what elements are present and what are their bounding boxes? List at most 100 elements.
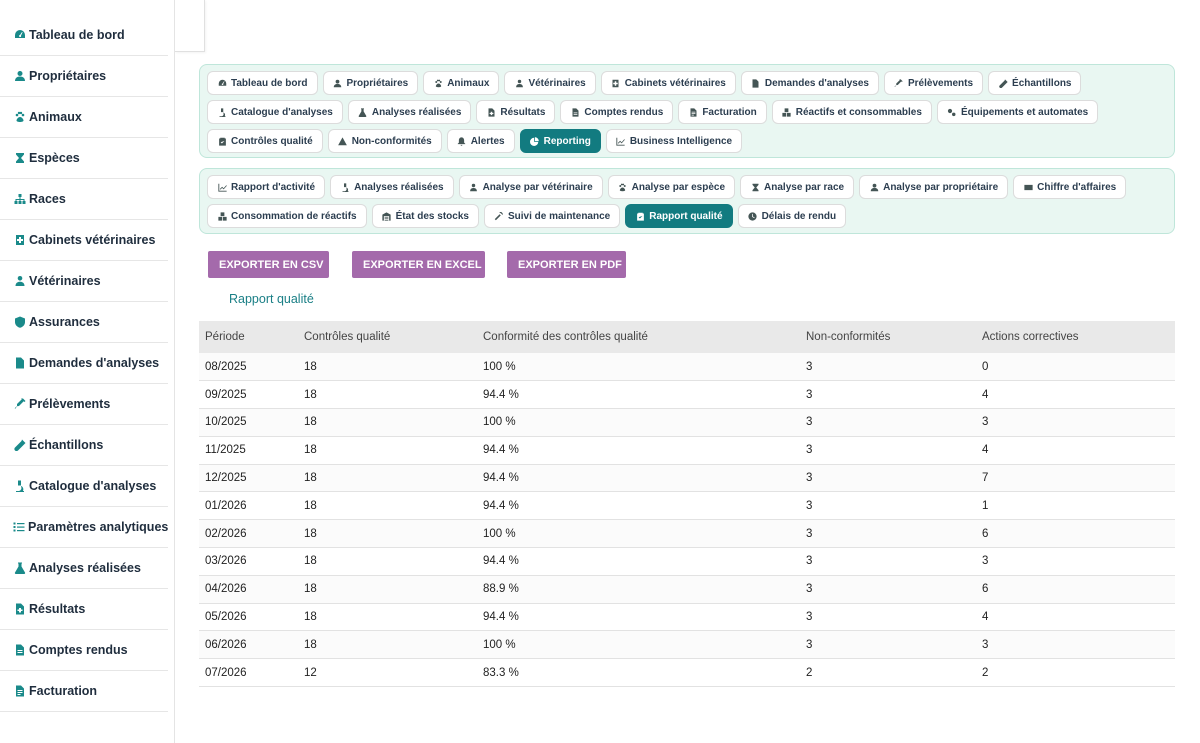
table-row: 12/2025 18 94.4 % 3 7 — [199, 464, 1175, 493]
tab-catalogue-d-analyses[interactable]: Catalogue d'analyses — [207, 100, 343, 124]
nav-label: Chiffre d'affaires — [1037, 181, 1117, 193]
column-header-periode[interactable]: Période — [199, 321, 298, 353]
file-medical-icon — [486, 107, 496, 117]
export-pdf-button[interactable]: EXPORTER EN PDF — [507, 251, 626, 278]
microscope-icon — [340, 182, 350, 192]
tab-echantillons[interactable]: Échantillons — [988, 71, 1082, 95]
sidebar-item-label: Animaux — [29, 110, 82, 124]
sidebar-item-label: Comptes rendus — [29, 643, 128, 657]
tab-animaux[interactable]: Animaux — [423, 71, 500, 95]
hourglass-icon — [750, 182, 760, 192]
microscope-icon — [13, 480, 26, 493]
sidebar-item-label: Catalogue d'analyses — [29, 479, 157, 493]
column-header-actions-correctives[interactable]: Actions correctives — [976, 321, 1175, 353]
nav-label: Catalogue d'analyses — [231, 106, 333, 118]
sidebar-item-especes[interactable]: Espèces — [0, 138, 168, 179]
sidebar-item-label: Demandes d'analyses — [29, 356, 160, 370]
table-cell: 3 — [800, 630, 976, 660]
subtab-chiffre-d-affaires[interactable]: Chiffre d'affaires — [1013, 175, 1127, 199]
sidebar-item-analyses-realisees[interactable]: Analyses réalisées — [0, 548, 168, 589]
sidebar-item-veterinaires[interactable]: Vétérinaires — [0, 261, 168, 302]
tab-business-intelligence[interactable]: Business Intelligence — [605, 129, 743, 153]
subtab-analyses-realisees[interactable]: Analyses réalisées — [330, 175, 454, 199]
table-cell: 100 % — [477, 353, 800, 382]
nav-label: Demandes d'analyses — [764, 77, 869, 89]
sidebar-item-facturation[interactable]: Facturation — [0, 671, 168, 712]
tab-non-conformites[interactable]: Non-conformités — [327, 129, 442, 153]
clinic-icon — [611, 78, 621, 88]
subtab-rapport-d-activite[interactable]: Rapport d'activité — [207, 175, 326, 199]
tab-equipements-et-automates[interactable]: Équipements et automates — [936, 100, 1099, 124]
nav-label: Animaux — [447, 77, 490, 89]
sidebar-item-comptes-rendus[interactable]: Comptes rendus — [0, 630, 168, 671]
table-cell: 94.4 % — [477, 436, 800, 465]
sidebar-item-echantillons[interactable]: Échantillons — [0, 425, 168, 466]
export-csv-button[interactable]: EXPORTER EN CSV — [208, 251, 329, 278]
subtab-rapport-qualite[interactable]: Rapport qualité — [625, 204, 733, 228]
sidebar-item-proprietaires[interactable]: Propriétaires — [0, 56, 168, 97]
tab-analyses-realisees[interactable]: Analyses réalisées — [347, 100, 472, 124]
table-cell: 03/2026 — [199, 547, 298, 576]
export-excel-label: EXPORTER EN EXCEL — [363, 258, 482, 271]
sidebar-item-races[interactable]: Races — [0, 179, 168, 220]
clinic-icon — [13, 234, 26, 247]
sidebar-item-catalogue-d-analyses[interactable]: Catalogue d'analyses — [0, 466, 168, 507]
file-icon — [751, 78, 761, 88]
tab-controles-qualite[interactable]: Contrôles qualité — [207, 129, 323, 153]
table-cell: 94.4 % — [477, 464, 800, 493]
sidebar-item-label: Analyses réalisées — [29, 561, 141, 575]
sidebar-item-prelevements[interactable]: Prélèvements — [0, 384, 168, 425]
subtab-suivi-de-maintenance[interactable]: Suivi de maintenance — [483, 204, 621, 228]
tab-facturation[interactable]: Facturation — [678, 100, 767, 124]
sidebar-item-label: Espèces — [29, 151, 80, 165]
table-cell: 4 — [976, 380, 1175, 410]
column-header-conformite-des-controles-qualite[interactable]: Conformité des contrôles qualité — [477, 321, 800, 353]
tab-alertes[interactable]: Alertes — [446, 129, 515, 153]
column-header-controles-qualite[interactable]: Contrôles qualité — [298, 321, 477, 353]
sidebar-item-resultats[interactable]: Résultats — [0, 589, 168, 630]
invoice-icon — [688, 107, 698, 117]
sidebar-item-tableau-de-bord[interactable]: Tableau de bord — [0, 0, 168, 56]
syringe-icon — [894, 78, 904, 88]
tab-demandes-d-analyses[interactable]: Demandes d'analyses — [740, 71, 879, 95]
gauge-icon — [217, 78, 227, 88]
subtab-consommation-de-reactifs[interactable]: Consommation de réactifs — [207, 204, 367, 228]
nav-label: Analyse par race — [764, 181, 845, 193]
tab-reporting[interactable]: Reporting — [519, 129, 601, 153]
table-row: 08/2025 18 100 % 3 0 — [199, 353, 1175, 382]
table-cell: 11/2025 — [199, 436, 298, 465]
table-row: 11/2025 18 94.4 % 3 4 — [199, 436, 1175, 465]
column-header-non-conformites[interactable]: Non-conformités — [800, 321, 976, 353]
table-cell: 12 — [298, 658, 477, 688]
table-cell: 07/2026 — [199, 658, 298, 688]
table-cell: 3 — [800, 575, 976, 604]
sidebar-item-cabinets-veterinaires[interactable]: Cabinets vétérinaires — [0, 220, 168, 261]
clipboard-check-icon — [635, 211, 645, 221]
sidebar-item-demandes-d-analyses[interactable]: Demandes d'analyses — [0, 343, 168, 384]
tab-tableau-de-bord[interactable]: Tableau de bord — [207, 71, 318, 95]
tab-resultats[interactable]: Résultats — [476, 100, 556, 124]
tab-prelevements[interactable]: Prélèvements — [883, 71, 984, 95]
tab-veterinaires[interactable]: Vétérinaires — [504, 71, 596, 95]
chart-line-icon — [616, 136, 626, 146]
sidebar: Tableau de bord Propriétaires Animaux Espèc… — [0, 0, 175, 743]
sidebar-item-assurances[interactable]: Assurances — [0, 302, 168, 343]
tab-cabinets-veterinaires[interactable]: Cabinets vétérinaires — [600, 71, 736, 95]
subtab-analyse-par-veterinaire[interactable]: Analyse par vétérinaire — [458, 175, 603, 199]
subtab-etat-des-stocks[interactable]: État des stocks — [371, 204, 479, 228]
subtab-analyse-par-espece[interactable]: Analyse par espèce — [607, 175, 736, 199]
table-cell: 18 — [298, 380, 477, 410]
table-cell: 4 — [976, 603, 1175, 632]
subtab-analyse-par-race[interactable]: Analyse par race — [740, 175, 855, 199]
table-cell: 18 — [298, 491, 477, 521]
export-excel-button[interactable]: EXPORTER EN EXCEL — [352, 251, 485, 278]
tab-comptes-rendus[interactable]: Comptes rendus — [560, 100, 674, 124]
sidebar-item-parametres-analytiques[interactable]: Paramètres analytiques — [0, 507, 168, 548]
vial-icon — [13, 439, 26, 452]
subtab-analyse-par-proprietaire[interactable]: Analyse par propriétaire — [859, 175, 1009, 199]
sidebar-item-animaux[interactable]: Animaux — [0, 97, 168, 138]
tab-proprietaires[interactable]: Propriétaires — [322, 71, 419, 95]
tab-reactifs-et-consommables[interactable]: Réactifs et consommables — [771, 100, 932, 124]
subtab-delais-de-rendu[interactable]: Délais de rendu — [737, 204, 847, 228]
user-icon — [869, 182, 879, 192]
